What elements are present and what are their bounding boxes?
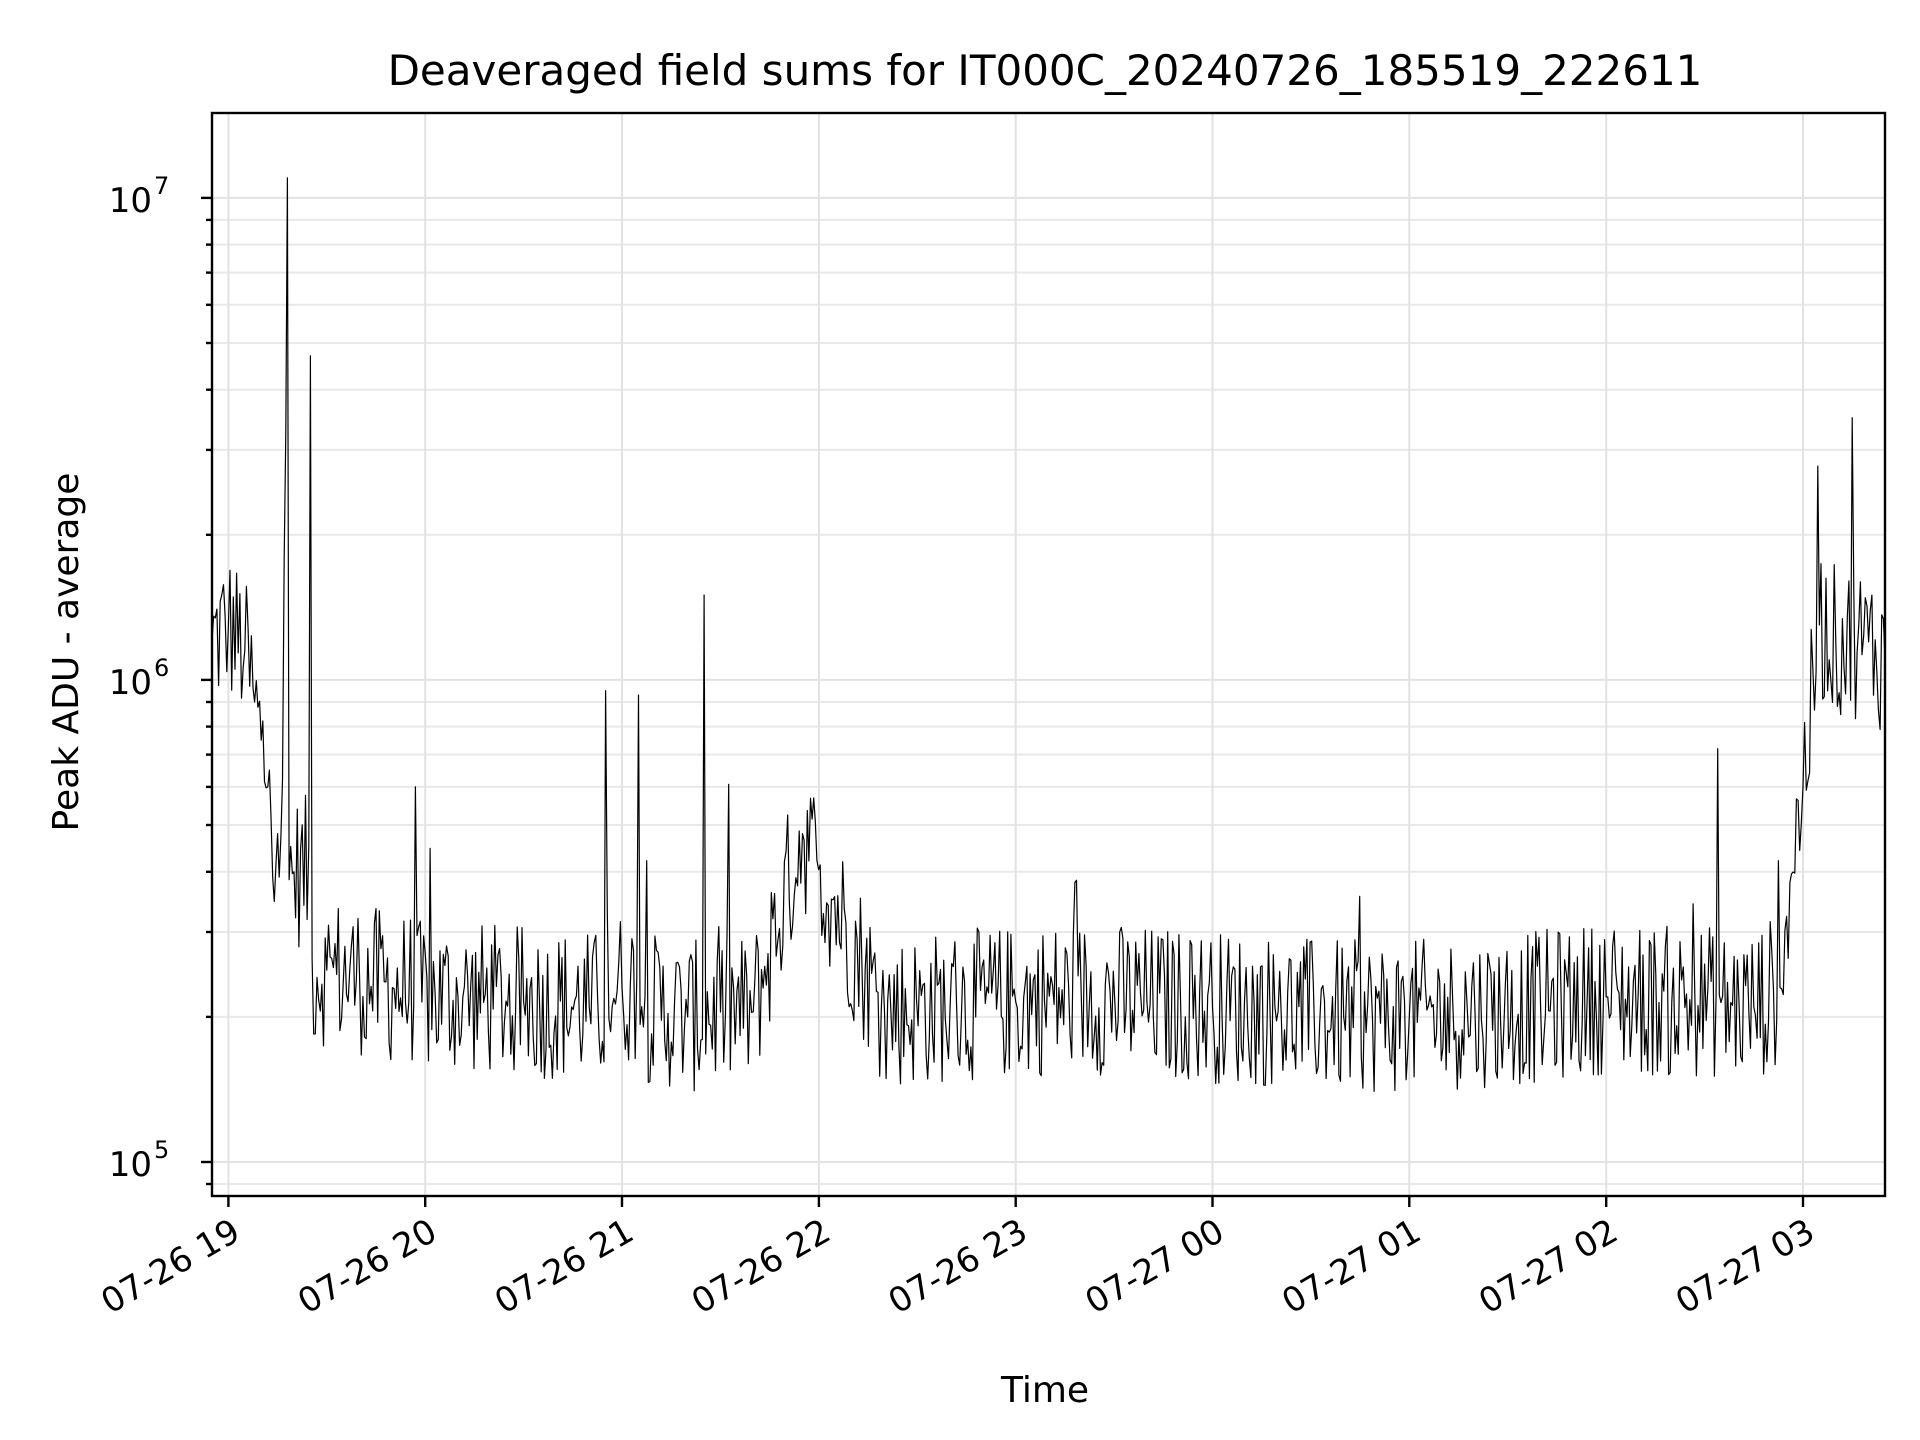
- y-tick-exponent: 7: [154, 172, 169, 200]
- chart-title: Deaveraged field sums for IT000C_2024072…: [388, 46, 1703, 95]
- plot-frame: [210, 111, 1887, 1198]
- major-grid: [212, 113, 1885, 1196]
- series-line: [211, 177, 1886, 1092]
- x-axis-label: Time: [1000, 1370, 1089, 1411]
- y-tick-label: 10: [109, 181, 152, 221]
- y-tick-label: 10: [109, 663, 152, 703]
- y-tick-label: 10: [109, 1145, 152, 1185]
- y-tick-exponent: 5: [154, 1136, 169, 1164]
- y-tick-exponent: 6: [154, 654, 169, 682]
- y-axis-label: Peak ADU - average: [46, 473, 87, 832]
